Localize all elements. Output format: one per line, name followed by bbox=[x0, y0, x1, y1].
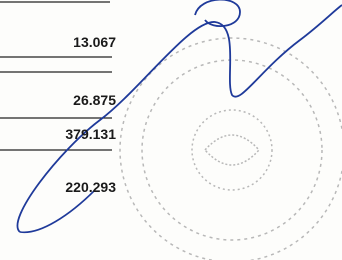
document-page: 13.067 26.875 379.131 220.293 bbox=[0, 0, 342, 260]
amount: 379.131 bbox=[65, 126, 116, 142]
amount: 26.875 bbox=[73, 92, 116, 108]
decoration bbox=[0, 0, 342, 260]
stamp bbox=[120, 38, 342, 260]
amount: 13.067 bbox=[73, 34, 116, 50]
amount: 220.293 bbox=[65, 179, 116, 195]
signature bbox=[20, 190, 95, 232]
